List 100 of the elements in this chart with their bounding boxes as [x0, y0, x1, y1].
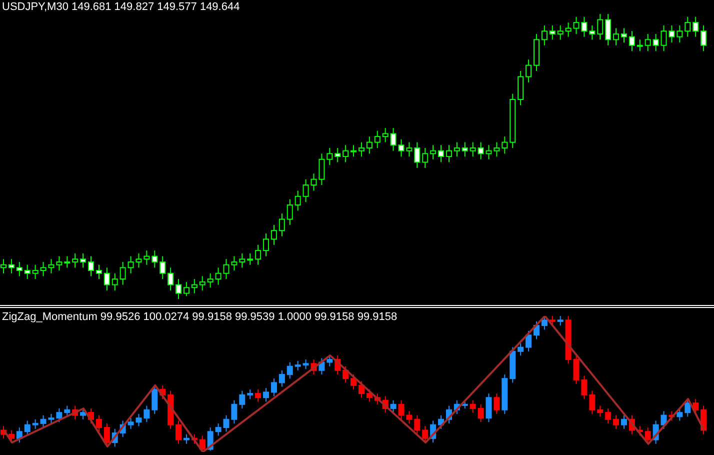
candlestick: [302, 359, 309, 370]
candlestick: [557, 24, 564, 40]
candlestick: [526, 59, 532, 83]
candlestick: [350, 374, 357, 390]
candlestick: [231, 256, 238, 271]
candlestick: [541, 24, 548, 46]
candlestick: [72, 252, 78, 268]
candlestick: [32, 264, 38, 280]
candlestick: [112, 272, 118, 291]
candlestick: [358, 380, 364, 398]
candlestick: [502, 136, 508, 154]
candlestick: [183, 281, 190, 297]
candlestick: [207, 272, 214, 288]
candlestick: [366, 136, 372, 154]
candlestick: [16, 261, 22, 277]
candlestick: [597, 14, 604, 40]
candlestick: [526, 330, 532, 352]
candlestick: [374, 130, 380, 148]
candlestick: [64, 405, 70, 418]
candlestick: [88, 256, 94, 277]
candlestick: [605, 14, 612, 46]
candlestick: [390, 128, 396, 152]
candlestick: [366, 388, 372, 402]
candlestick: [239, 390, 246, 409]
candlestick: [24, 264, 30, 280]
candlestick: [8, 258, 14, 274]
candlestick: [518, 342, 524, 356]
candlestick: [278, 370, 285, 388]
candlestick: [518, 70, 524, 106]
candlestick: [294, 190, 301, 212]
candlestick: [263, 388, 270, 402]
candlestick: [96, 264, 102, 280]
candlestick: [168, 267, 174, 291]
candlestick: [462, 142, 468, 157]
candlestick: [286, 198, 293, 226]
candlestick: [486, 393, 492, 423]
candlestick: [152, 384, 158, 414]
candlestick: [414, 142, 420, 168]
candlestick: [494, 393, 500, 414]
candlestick: [24, 420, 30, 436]
candlestick: [620, 414, 627, 430]
candlestick: [692, 16, 699, 38]
candlestick: [684, 398, 691, 418]
candlestick: [589, 390, 596, 414]
candlestick: [104, 422, 110, 448]
candlestick: [334, 147, 341, 163]
candlestick: [32, 418, 38, 430]
candlestick: [64, 256, 70, 268]
candlestick: [176, 420, 182, 444]
candlestick: [628, 30, 635, 52]
candlestick: [326, 147, 333, 166]
candlestick: [422, 147, 428, 168]
candlestick: [660, 410, 667, 430]
candlestick: [263, 232, 270, 257]
chart-title: ZigZag_Momentum 99.9526 100.0274 99.9158 99.9539 1.0000 99.9158 99.9158: [2, 311, 398, 323]
candlestick: [96, 414, 102, 432]
candlestick: [541, 316, 548, 330]
candlestick: [270, 378, 277, 397]
candlestick: [120, 261, 126, 286]
candlestick: [358, 142, 364, 157]
candlestick: [589, 24, 596, 40]
candlestick: [684, 16, 691, 38]
candlestick: [176, 278, 182, 299]
candlestick: [144, 250, 150, 266]
candlestick: [644, 427, 651, 444]
candlestick: [613, 414, 620, 430]
candlestick: [255, 244, 262, 266]
candlestick: [430, 144, 436, 160]
candlestick: [56, 408, 62, 423]
candlestick: [199, 276, 206, 291]
candlestick: [644, 33, 651, 52]
candlestick: [700, 24, 707, 52]
candlestick: [80, 252, 86, 268]
candlestick: [414, 414, 420, 435]
candlestick: [652, 33, 659, 52]
candlestick: [446, 144, 452, 163]
candlestick: [470, 400, 476, 414]
candlestick: [152, 250, 158, 268]
candlestick: [620, 28, 627, 43]
candlestick: [470, 142, 476, 157]
candlestick: [286, 362, 293, 380]
candlestick: [557, 316, 564, 326]
candlestick: [676, 24, 683, 43]
candlestick: [270, 224, 277, 246]
candlestick: [565, 22, 572, 38]
candlestick: [247, 388, 254, 400]
candlestick: [605, 408, 612, 424]
candlestick: [597, 405, 604, 418]
candlestick: [478, 142, 484, 160]
candlestick: [438, 144, 444, 163]
candlestick: [294, 360, 301, 371]
candlestick: [478, 404, 484, 423]
candlestick: [382, 128, 388, 143]
candlestick: [144, 405, 150, 423]
candlestick: [231, 400, 238, 424]
candlestick: [454, 142, 460, 157]
candlestick: [422, 426, 428, 443]
candlestick: [350, 144, 357, 157]
candlestick: [104, 267, 110, 291]
candlestick: [390, 400, 396, 414]
